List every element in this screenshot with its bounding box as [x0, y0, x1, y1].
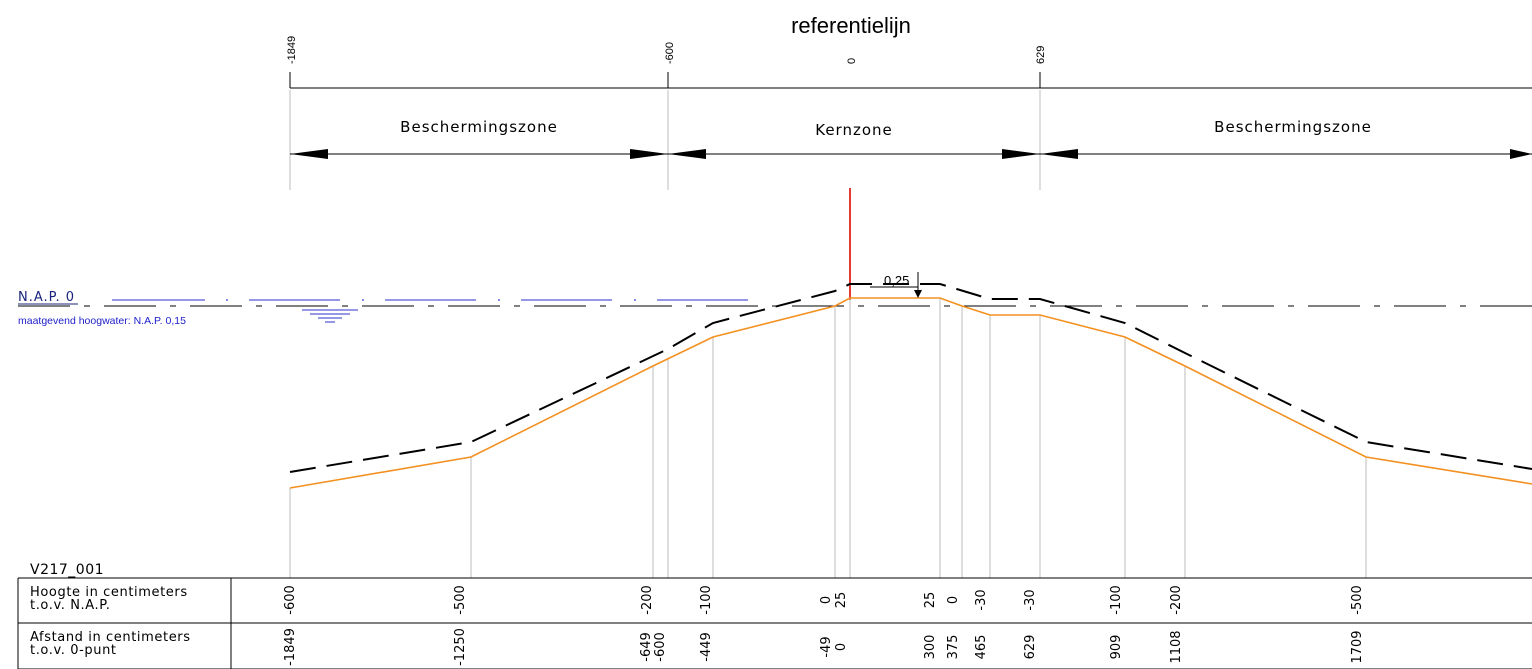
- distance-cell: 300: [923, 635, 938, 660]
- height-cell: -600: [283, 585, 298, 615]
- height-cell: -100: [1109, 585, 1124, 615]
- zone-label-right: Beschermingszone: [1214, 118, 1372, 136]
- height-cell: -30: [974, 589, 989, 610]
- distance-cell: 909: [1109, 635, 1124, 660]
- height-cell: 25: [923, 592, 938, 609]
- arrowhead: [290, 149, 328, 159]
- row-label-height: Hoogte in centimeters: [30, 585, 188, 600]
- drawing-title: referentielijn: [791, 13, 911, 38]
- height-cell: -200: [640, 585, 655, 615]
- height-cell: -100: [699, 585, 714, 615]
- profile-guides: [289, 298, 1367, 578]
- hoogwater-label: maatgevend hoogwater: N.A.P. 0,15: [18, 315, 186, 327]
- hoogwater-dot: [362, 299, 364, 301]
- hoogwater-dot: [498, 299, 500, 301]
- top-tick-label: 0: [846, 58, 858, 64]
- water-level-symbol: [302, 309, 358, 323]
- arrowhead: [1040, 149, 1078, 159]
- distance-cell: 465: [974, 635, 989, 660]
- height-cell: 0: [946, 596, 961, 604]
- distance-cell: 1709: [1350, 630, 1365, 663]
- arrowhead: [668, 149, 706, 159]
- height-row: -600 -500 -200 -100 0 25 25 0 -30 -30 -1…: [283, 585, 1365, 615]
- zone-label-left: Beschermingszone: [400, 118, 558, 136]
- data-table-grid: [17, 577, 1532, 669]
- height-cell: -500: [1350, 585, 1365, 615]
- height-cell: 0: [819, 596, 834, 604]
- nap-label: N.A.P. 0: [18, 290, 75, 305]
- height-cell: -500: [453, 585, 468, 615]
- row-label-distance: Afstand in centimeters: [30, 630, 191, 645]
- height-cell: 25: [834, 592, 849, 609]
- top-tick-label: -600: [664, 42, 676, 64]
- row-label-distance: t.o.v. 0-punt: [30, 643, 117, 658]
- distance-row: -1849 -1250 -649 -600 -449 -49 0 300 375…: [283, 628, 1365, 666]
- distance-cell: -449: [699, 632, 714, 662]
- top-tick-label: 629: [1035, 46, 1047, 64]
- distance-cell: -1250: [453, 628, 468, 666]
- zone-label-core: Kernzone: [815, 121, 893, 139]
- offset-dimension-label: 0,25: [884, 273, 909, 288]
- height-cell: -200: [1169, 585, 1184, 615]
- existing-profile-line: [289, 297, 1532, 489]
- height-cell: -30: [1023, 589, 1038, 610]
- offset-dimension-arrow: [914, 290, 922, 298]
- row-label-height: t.o.v. N.A.P.: [30, 598, 110, 613]
- distance-cell: -600: [653, 632, 668, 662]
- distance-cell: 0: [834, 643, 849, 651]
- hoogwater-dot: [634, 299, 636, 301]
- distance-cell: -649: [639, 632, 654, 662]
- distance-cell: -49: [819, 636, 834, 657]
- profile-id: V217_001: [30, 562, 104, 578]
- top-tick-label: -1849: [286, 36, 298, 64]
- distance-cell: 1108: [1169, 630, 1184, 663]
- design-profile-line: [289, 283, 1532, 473]
- distance-cell: -1849: [283, 628, 298, 666]
- hoogwater-dot: [226, 299, 228, 301]
- arrowhead: [1002, 149, 1040, 159]
- arrowhead: [1510, 149, 1532, 159]
- distance-cell: 629: [1023, 635, 1038, 660]
- arrowhead: [630, 149, 668, 159]
- distance-cell: 375: [946, 635, 961, 660]
